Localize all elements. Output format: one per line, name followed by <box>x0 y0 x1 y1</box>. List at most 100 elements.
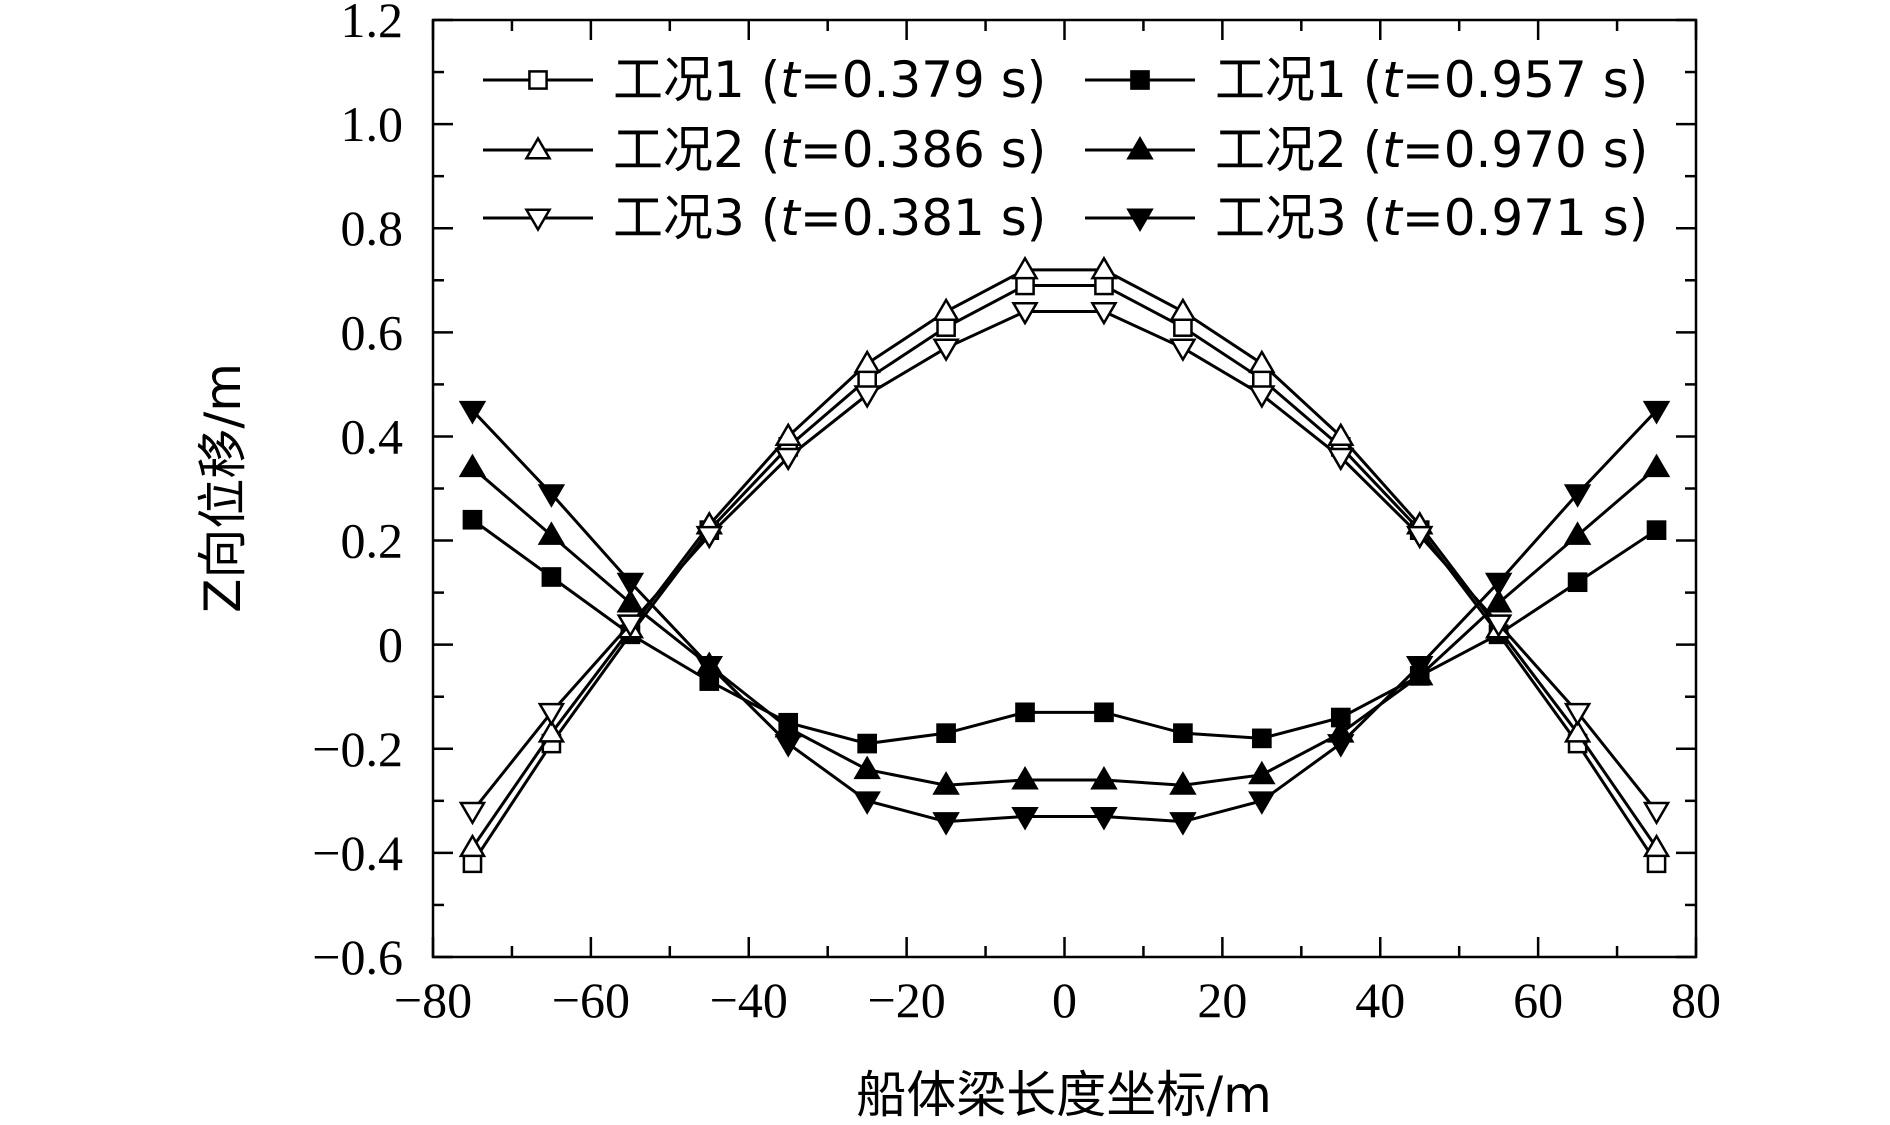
data-point <box>936 723 956 743</box>
data-point <box>932 338 960 362</box>
data-point <box>462 509 483 530</box>
y-tick-label: −0.6 <box>312 929 403 985</box>
data-point <box>1169 812 1197 836</box>
data-point <box>1642 833 1671 858</box>
data-point <box>695 655 724 680</box>
legend-item: 工况2 (t=0.386 s) <box>483 121 1046 179</box>
series-line <box>471 283 1658 865</box>
series-line <box>471 310 1658 813</box>
data-point <box>1173 723 1193 743</box>
legend-marker <box>524 135 552 160</box>
legend-item: 工况1 (t=0.957 s) <box>1085 51 1648 109</box>
x-tick-label: 40 <box>1355 972 1405 1028</box>
data-point <box>936 317 956 337</box>
series-line <box>471 409 1658 824</box>
data-point <box>932 297 960 322</box>
data-point <box>1405 525 1434 550</box>
data-point <box>1484 588 1513 613</box>
data-point <box>458 801 487 826</box>
legend-marker <box>1126 208 1154 233</box>
data-point <box>774 734 802 758</box>
data-point <box>458 833 487 858</box>
legend-label: 工况2 (t=0.970 s) <box>1215 121 1648 179</box>
data-point <box>1642 801 1671 826</box>
data-point <box>1405 655 1434 680</box>
data-point <box>1563 521 1592 545</box>
legend-label: 工况1 (t=0.379 s) <box>613 51 1046 109</box>
data-point <box>458 453 487 478</box>
legend-label: 工况3 (t=0.971 s) <box>1215 189 1648 247</box>
data-point <box>1011 302 1039 326</box>
data-point <box>1252 728 1272 749</box>
y-tick-label: 0 <box>378 617 403 673</box>
legend: 工况1 (t=0.379 s) 工况1 (t=0.957 s) 工况2 (t=0.3… <box>483 51 1648 247</box>
data-point <box>1642 453 1671 478</box>
y-tick-label: 1.0 <box>341 96 404 152</box>
data-point <box>1094 275 1114 296</box>
series-2 <box>462 509 1667 754</box>
x-tick-label: 0 <box>1052 972 1077 1028</box>
y-tick-label: 0.2 <box>341 513 404 569</box>
series-5 <box>458 302 1671 826</box>
x-tick-label: 60 <box>1513 972 1563 1028</box>
data-point <box>853 791 881 815</box>
legend-marker <box>1126 135 1154 160</box>
data-point <box>1642 400 1671 425</box>
series-line <box>471 466 1658 787</box>
legend-item: 工况1 (t=0.379 s) <box>483 51 1046 109</box>
y-tick-label: 1.2 <box>341 0 404 48</box>
data-point <box>616 588 645 613</box>
data-point <box>695 525 724 550</box>
data-point <box>1011 806 1039 831</box>
series-3 <box>458 255 1671 858</box>
legend-item: 工况3 (t=0.971 s) <box>1085 189 1648 247</box>
data-point <box>1252 369 1272 390</box>
data-point <box>1090 255 1118 280</box>
series-6 <box>458 400 1671 836</box>
y-tick-label: 0.4 <box>341 408 404 464</box>
series-4 <box>458 453 1671 795</box>
data-point <box>1169 771 1197 795</box>
legend-marker <box>528 70 548 90</box>
data-point <box>932 771 960 795</box>
data-point <box>853 349 881 374</box>
axis-ticks: −80 −60 −40 −20 0 20 40 60 80 −0.6 −0.4 −0.2 0 0.2 0.4… <box>312 0 1721 1028</box>
legend-label: 工况3 (t=0.381 s) <box>613 189 1046 247</box>
data-point <box>1646 520 1667 540</box>
data-point <box>462 853 483 874</box>
data-point <box>932 812 960 836</box>
data-point <box>1169 338 1197 362</box>
legend-label: 工况2 (t=0.386 s) <box>613 121 1046 179</box>
y-tick-label: 0.6 <box>341 304 404 360</box>
data-point <box>1248 791 1276 815</box>
y-tick-label: 0.8 <box>341 200 404 256</box>
legend-marker <box>524 208 552 233</box>
data-point <box>1567 572 1588 593</box>
y-axis-title: Z向位移/m <box>194 363 252 613</box>
data-point <box>1563 702 1592 727</box>
data-point <box>853 755 881 780</box>
legend-item: 工况2 (t=0.970 s) <box>1085 121 1648 179</box>
data-point <box>774 422 802 446</box>
data-point <box>1327 422 1355 446</box>
data-point <box>1327 734 1355 758</box>
data-point <box>774 447 802 472</box>
legend-label: 工况1 (t=0.957 s) <box>1215 51 1648 109</box>
x-tick-label: −40 <box>710 972 788 1028</box>
data-point <box>537 702 566 727</box>
legend-item: 工况3 (t=0.381 s) <box>483 189 1046 247</box>
data-point <box>1173 317 1193 337</box>
data-point <box>537 521 566 545</box>
data-point <box>1011 765 1039 790</box>
data-point <box>1248 349 1276 374</box>
series-layer <box>458 255 1671 874</box>
data-point <box>1090 806 1118 831</box>
x-tick-label: −80 <box>394 972 472 1028</box>
data-point <box>1563 484 1592 508</box>
data-point <box>1015 275 1035 296</box>
data-point <box>1484 614 1513 638</box>
data-point <box>458 400 487 425</box>
data-point <box>1327 447 1355 472</box>
